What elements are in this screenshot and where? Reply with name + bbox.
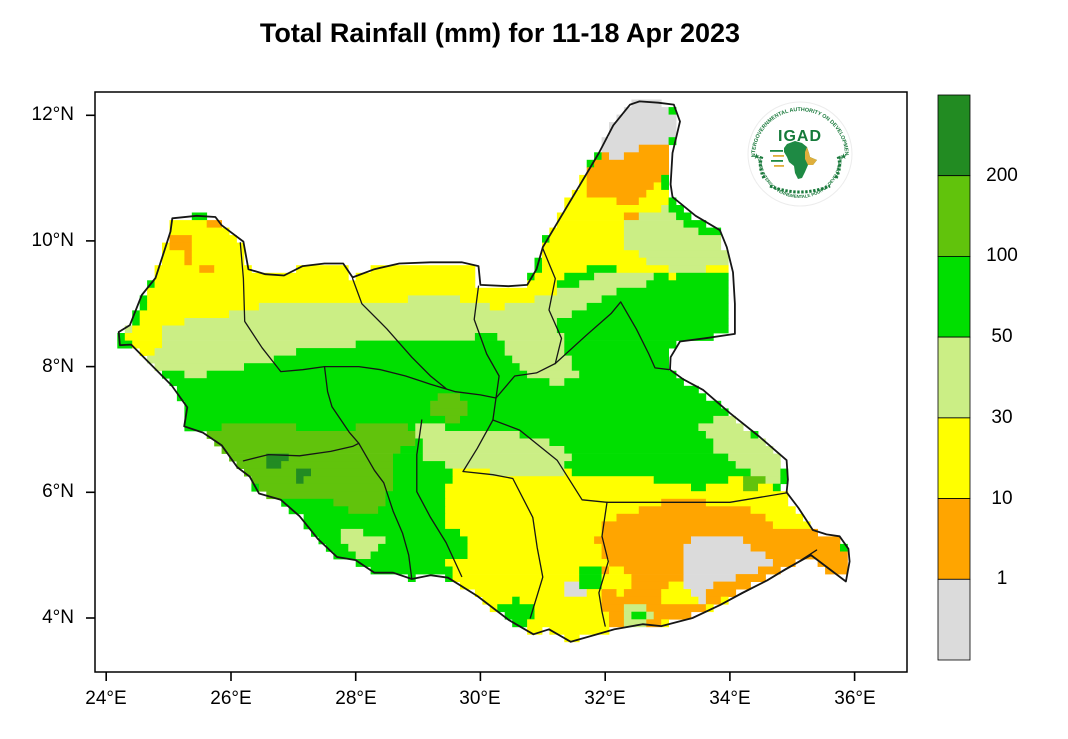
rainfall-raster-layer [117,99,848,643]
y-tick-label: 12°N [31,104,74,125]
y-tick-label: 10°N [31,230,74,251]
x-tick-label: 24°E [85,688,127,709]
legend-colorbar [937,94,971,661]
map-plot-area [117,99,851,643]
y-tick-label: 6°N [42,481,74,502]
igad-logo-laurel-right [834,155,842,179]
igad-logo: INTERGOVERNMENTAL AUTHORITY ON DEVELOPME… [747,101,853,207]
map-title: Total Rainfall (mm) for 11-18 Apr 2023 [259,18,741,48]
x-tick-label: 36°E [834,688,876,709]
igad-region-highlight [805,147,817,165]
x-tick-label: 28°E [335,688,377,709]
igad-logo-africa-map [770,141,817,179]
legend-threshold-label: 10 [991,488,1013,509]
legend-threshold-label: 30 [991,407,1013,428]
y-tick-label: 4°N [42,607,74,628]
igad-logo-laurel-bottom [769,184,831,194]
x-tick-label: 26°E [210,688,252,709]
x-tick-label: 32°E [584,688,626,709]
axis-ticks [86,114,856,681]
x-tick-label: 34°E [709,688,751,709]
igad-logo-acronym: IGAD [778,128,822,145]
igad-logo-laurel-left [758,155,766,179]
igad-logo-star-left: ★ [753,152,760,161]
x-tick-label: 30°E [459,688,501,709]
legend-threshold-label: 200 [986,165,1018,186]
admin-boundaries-layer [117,100,851,643]
igad-logo-star-right: ★ [840,152,847,161]
legend-threshold-label: 100 [986,245,1018,266]
plot-box [94,91,908,673]
legend-threshold-label: 50 [991,326,1013,347]
legend-threshold-label: 1 [996,568,1008,589]
y-tick-label: 8°N [42,356,74,377]
